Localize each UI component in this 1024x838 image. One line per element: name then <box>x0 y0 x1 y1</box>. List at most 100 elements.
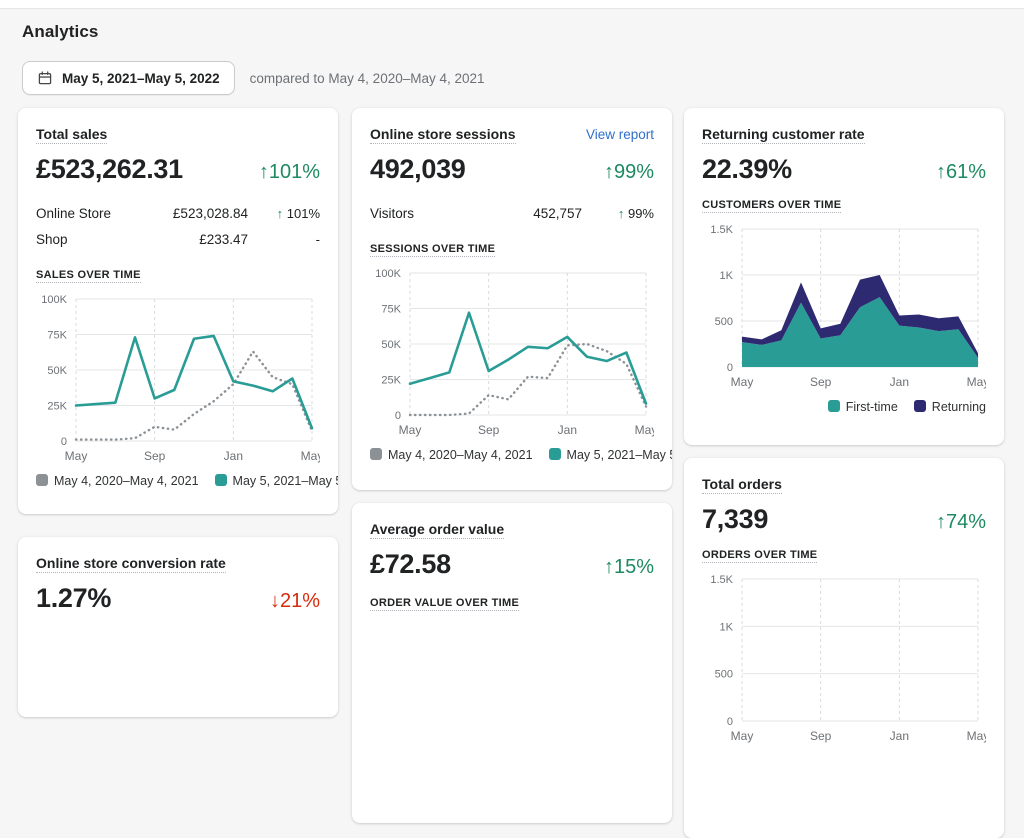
total-orders-value: 7,339 <box>702 504 769 534</box>
date-range-label: May 5, 2021–May 5, 2022 <box>62 70 220 86</box>
legend-swatch-previous <box>370 448 382 460</box>
svg-text:May: May <box>301 449 320 463</box>
analytics-controls: May 5, 2021–May 5, 2022 compared to May … <box>22 61 485 95</box>
svg-text:25K: 25K <box>47 401 67 413</box>
svg-text:Jan: Jan <box>224 449 243 463</box>
total-orders-title[interactable]: Total orders <box>702 476 782 494</box>
up-arrow-icon: ↑ <box>617 205 628 221</box>
table-row: Shop £233.47 - <box>36 226 320 252</box>
row-value: 452,757 <box>533 205 582 221</box>
svg-text:May: May <box>399 423 422 437</box>
sales-over-time-label[interactable]: SALES OVER TIME <box>36 269 141 283</box>
svg-text:Sep: Sep <box>810 375 832 389</box>
total-orders-change: ↑74% <box>935 511 986 533</box>
svg-text:100K: 100K <box>41 294 67 306</box>
row-label: Online Store <box>36 205 112 221</box>
card-total-sales: Total sales £523,262.31 ↑101% Online Sto… <box>18 108 338 514</box>
legend-label-previous: May 4, 2020–May 4, 2021 <box>388 448 533 462</box>
svg-text:75K: 75K <box>381 304 401 316</box>
row-change: ↑ 101% <box>276 205 320 221</box>
svg-text:May: May <box>967 375 986 389</box>
row-change: - <box>315 231 320 247</box>
legend-swatch-previous <box>36 474 48 486</box>
customers-chart-legend: First-time Returning <box>702 400 986 414</box>
total-sales-title[interactable]: Total sales <box>36 126 108 144</box>
calendar-icon <box>37 70 53 86</box>
row-value: £233.47 <box>199 231 248 247</box>
sales-over-time-chart: 0 25K 50K 75K 100K May Sep Jan May <box>36 291 323 472</box>
card-conversion-rate: Online store conversion rate 1.27% ↓21% <box>18 537 338 717</box>
returning-rate-change: ↑61% <box>935 161 986 183</box>
svg-text:75K: 75K <box>47 330 67 342</box>
svg-text:1K: 1K <box>720 270 734 282</box>
svg-text:May: May <box>731 729 754 743</box>
total-sales-change: ↑101% <box>258 161 320 183</box>
svg-text:May: May <box>731 375 754 389</box>
order-value-over-time-label[interactable]: ORDER VALUE OVER TIME <box>370 597 520 611</box>
svg-text:0: 0 <box>61 436 67 448</box>
conversion-rate-value: 1.27% <box>36 583 112 613</box>
svg-text:May: May <box>635 423 654 437</box>
top-bar <box>0 0 1024 9</box>
compare-period-text: compared to May 4, 2020–May 4, 2021 <box>249 70 485 86</box>
legend-label-first-time: First-time <box>845 400 898 414</box>
up-arrow-icon: ↑ <box>276 205 287 221</box>
sessions-chart-legend: May 4, 2020–May 4, 2021 May 5, 2021–May … <box>370 448 672 462</box>
card-average-order-value: Average order value £72.58 ↑15% ORDER VA… <box>352 503 672 823</box>
svg-text:100K: 100K <box>375 268 401 280</box>
legend-swatch-first-time <box>827 400 840 412</box>
row-label: Shop <box>36 231 68 247</box>
legend-swatch-current <box>214 474 227 486</box>
svg-text:Sep: Sep <box>810 729 832 743</box>
row-value: £523,028.84 <box>172 205 248 221</box>
aov-title[interactable]: Average order value <box>370 521 505 539</box>
customers-over-time-label[interactable]: CUSTOMERS OVER TIME <box>702 199 842 213</box>
legend-label-current: May 5, 2021–May 5, 2022 <box>566 448 672 462</box>
sessions-value: 492,039 <box>370 154 466 184</box>
svg-text:Sep: Sep <box>478 423 500 437</box>
legend-label-current: May 5, 2021–May 5, 2022 <box>232 474 338 488</box>
table-row: Online Store £523,028.84 ↑ 101% <box>36 200 320 226</box>
card-returning-customer-rate: Returning customer rate 22.39% ↑61% CUST… <box>684 108 1004 445</box>
sessions-change: ↑99% <box>603 161 654 183</box>
date-range-button[interactable]: May 5, 2021–May 5, 2022 <box>22 61 235 95</box>
svg-text:50K: 50K <box>381 339 401 351</box>
svg-text:25K: 25K <box>381 375 401 387</box>
sessions-over-time-chart: 0 25K 50K 75K 100K May Sep Jan May <box>370 265 657 446</box>
svg-text:Sep: Sep <box>144 449 166 463</box>
svg-text:1.5K: 1.5K <box>710 574 733 586</box>
svg-text:0: 0 <box>727 716 733 728</box>
row-change: ↑ 99% <box>617 205 654 221</box>
legend-swatch-current <box>548 448 561 460</box>
legend-label-previous: May 4, 2020–May 4, 2021 <box>54 474 199 488</box>
svg-text:1K: 1K <box>720 621 734 633</box>
svg-text:Jan: Jan <box>890 375 909 389</box>
orders-over-time-label[interactable]: ORDERS OVER TIME <box>702 549 818 563</box>
svg-text:0: 0 <box>395 410 401 422</box>
conversion-rate-change: ↓21% <box>269 590 320 612</box>
table-row: Visitors 452,757 ↑ 99% <box>370 200 654 226</box>
svg-text:1.5K: 1.5K <box>710 224 733 236</box>
aov-change: ↑15% <box>603 556 654 578</box>
total-sales-breakdown: Online Store £523,028.84 ↑ 101% Shop £23… <box>36 200 320 252</box>
svg-text:Jan: Jan <box>890 729 909 743</box>
svg-text:Jan: Jan <box>558 423 577 437</box>
conversion-rate-title[interactable]: Online store conversion rate <box>36 555 226 573</box>
svg-text:May: May <box>967 729 986 743</box>
svg-text:May: May <box>65 449 88 463</box>
card-online-store-sessions: Online store sessions View report 492,03… <box>352 108 672 490</box>
sales-chart-legend: May 4, 2020–May 4, 2021 May 5, 2021–May … <box>36 474 338 488</box>
svg-text:0: 0 <box>727 362 733 374</box>
view-report-link[interactable]: View report <box>585 127 654 142</box>
returning-rate-value: 22.39% <box>702 154 792 184</box>
aov-value: £72.58 <box>370 549 451 579</box>
row-label: Visitors <box>370 205 415 221</box>
returning-rate-title[interactable]: Returning customer rate <box>702 126 865 144</box>
svg-text:50K: 50K <box>47 365 67 377</box>
sessions-over-time-label[interactable]: SESSIONS OVER TIME <box>370 243 496 257</box>
svg-text:500: 500 <box>715 316 733 328</box>
legend-label-returning: Returning <box>931 400 986 414</box>
sessions-breakdown: Visitors 452,757 ↑ 99% <box>370 200 654 226</box>
orders-over-time-chart: 0 500 1K 1.5K May Sep Jan May <box>702 571 989 752</box>
sessions-title[interactable]: Online store sessions <box>370 126 516 144</box>
